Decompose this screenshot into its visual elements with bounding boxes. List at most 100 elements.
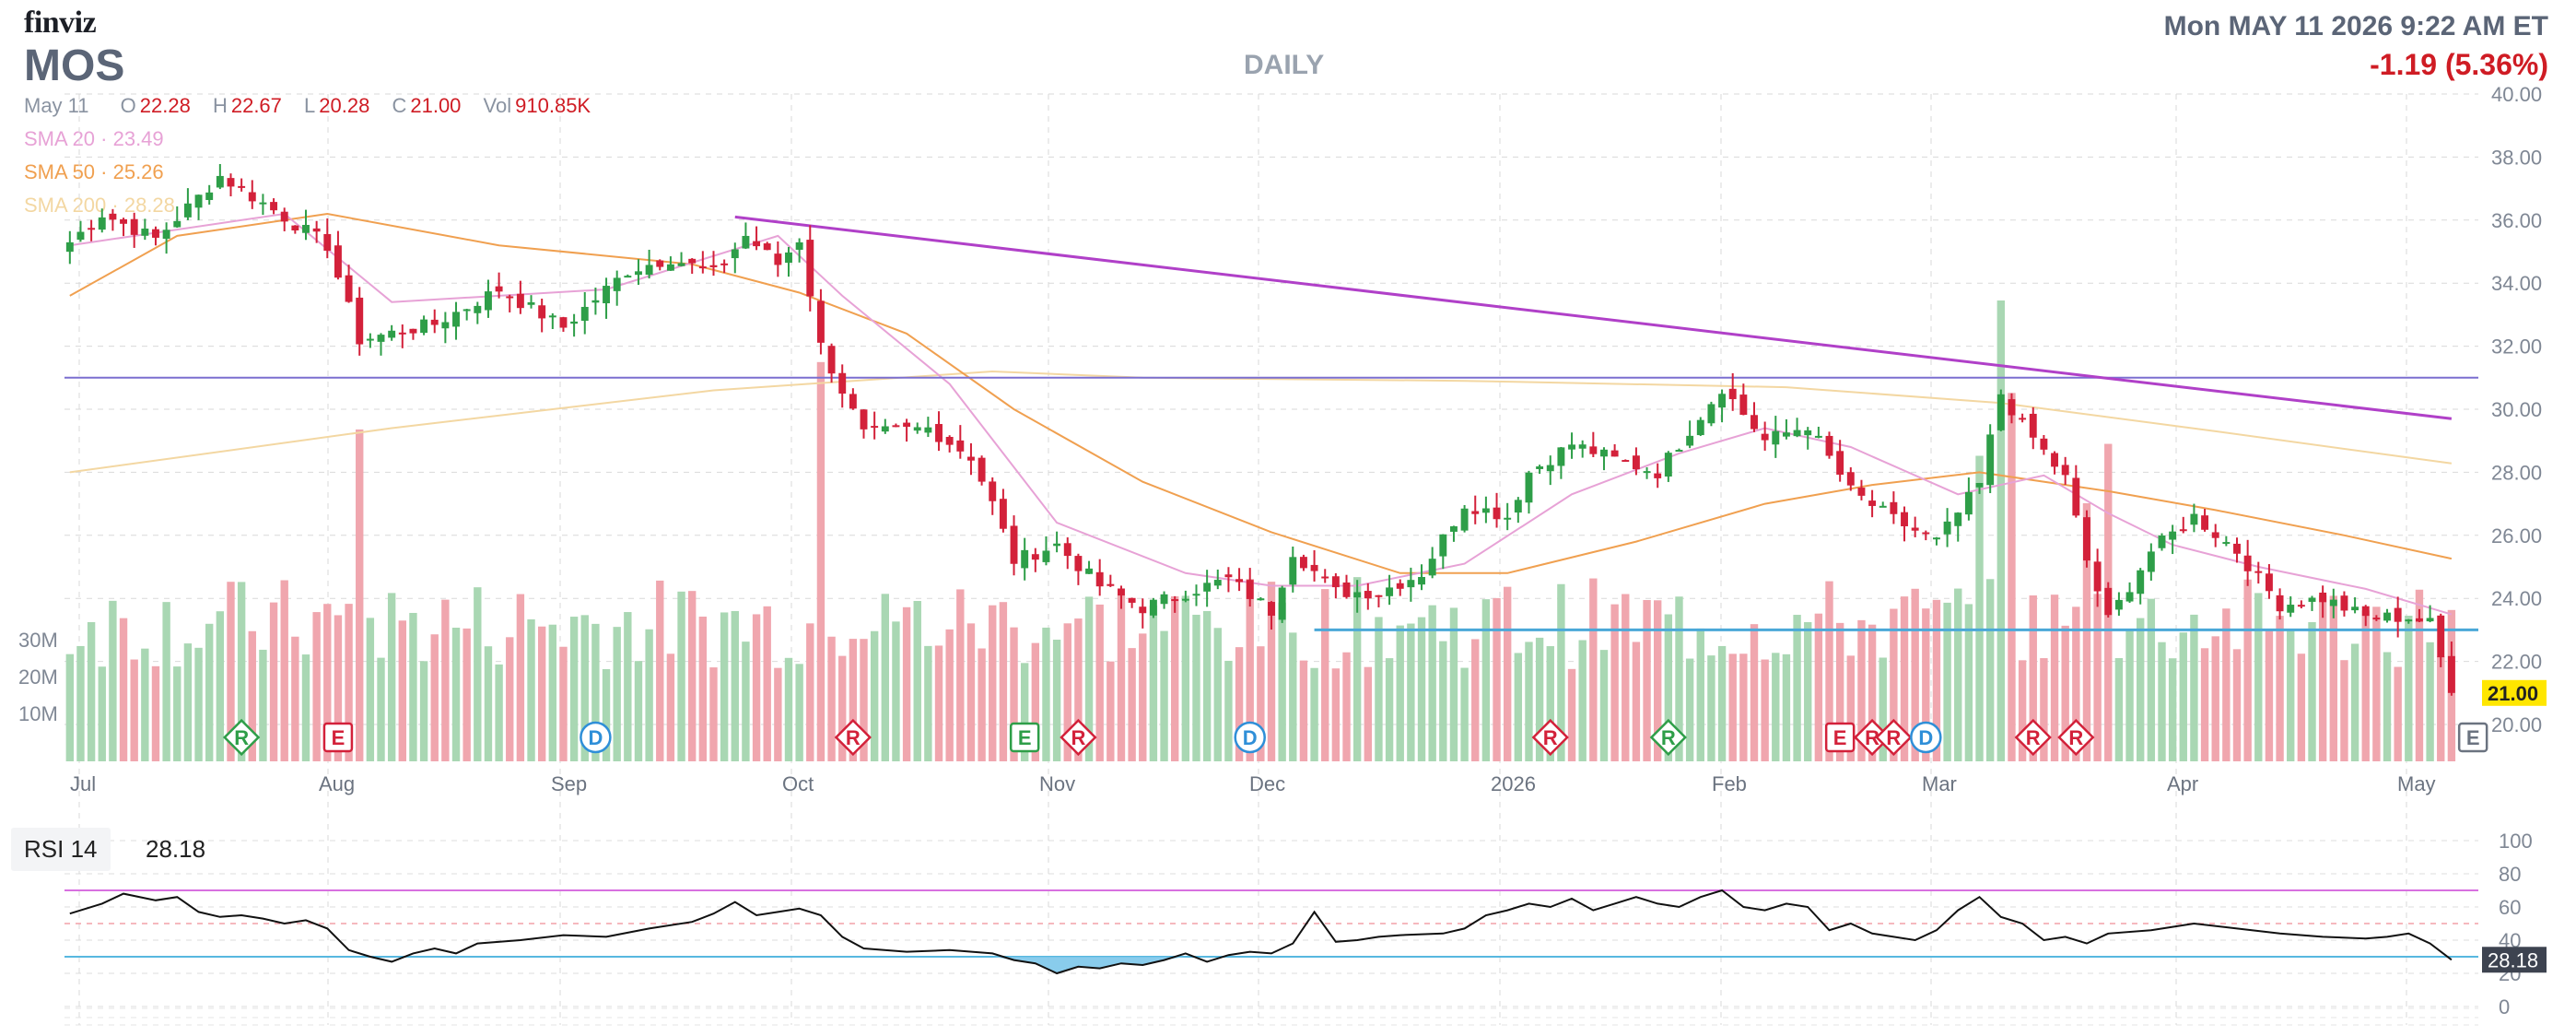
candle	[1085, 560, 1094, 574]
volume-bar	[1632, 642, 1641, 761]
high-label: H	[212, 94, 228, 117]
candle	[183, 188, 192, 220]
candle-body	[216, 175, 224, 188]
event-letter: E	[332, 726, 345, 749]
event-marker: R	[1649, 718, 1687, 757]
volume-bar	[291, 636, 299, 761]
rsi-tick-label: 100	[2499, 830, 2533, 853]
event-marker: R	[222, 718, 261, 757]
volume-bar	[2350, 643, 2359, 761]
volume-bar	[334, 615, 343, 761]
volume-bar	[2137, 618, 2145, 761]
price-tick-label: 40.00	[2491, 83, 2542, 106]
close-value: 21.00	[410, 94, 462, 117]
candle	[1846, 466, 1855, 491]
candle	[1192, 584, 1200, 606]
x-tick-label: 2026	[1491, 772, 1536, 795]
event-marker: D	[1234, 721, 1266, 754]
candle-body	[1321, 576, 1329, 579]
candle	[1353, 580, 1362, 613]
candle-body	[709, 265, 718, 267]
volume-bar	[881, 594, 889, 761]
candle	[2190, 503, 2198, 533]
volume-bar	[1042, 627, 1050, 761]
candle	[323, 218, 332, 259]
candle	[2405, 618, 2413, 624]
sma50-line	[69, 212, 2453, 574]
volume-bar	[1696, 628, 1704, 761]
candle-body	[1814, 435, 1822, 438]
volume-bar	[280, 580, 288, 761]
x-tick-label: Nov	[1039, 772, 1075, 795]
volume-bar	[1557, 583, 1565, 761]
candle	[1954, 512, 1962, 542]
volume-bar	[2018, 660, 2027, 761]
rsi-tag-label: 28.18	[2488, 948, 2538, 971]
volume-bar	[2061, 625, 2069, 761]
volume-bar	[2158, 642, 2166, 761]
rsi-line	[69, 889, 2453, 975]
candle	[1396, 579, 1404, 596]
candle	[624, 274, 632, 278]
candle	[2351, 597, 2359, 614]
event-letter: R	[2068, 726, 2083, 749]
candle-body	[2276, 595, 2284, 612]
finviz-logo[interactable]: finviz	[24, 6, 97, 40]
candle-body	[1836, 451, 1844, 475]
sma200-legend[interactable]: SMA 200 · 28.28	[24, 194, 175, 217]
candle-body	[1160, 594, 1168, 605]
candle	[2179, 516, 2187, 534]
volume-bar	[580, 615, 589, 761]
candle-body	[1675, 450, 1683, 453]
candle	[474, 301, 482, 324]
candle-body	[1557, 447, 1565, 466]
candle-body	[2083, 517, 2090, 561]
event-square	[2457, 722, 2488, 753]
volume-bar	[216, 611, 225, 761]
candle-body	[999, 499, 1007, 529]
candle-body	[2254, 571, 2263, 573]
candle-body	[1331, 576, 1340, 588]
candle	[2147, 543, 2155, 581]
candle-body	[130, 218, 138, 235]
candle-body	[2243, 555, 2252, 571]
candle	[280, 207, 288, 231]
volume-bar	[312, 612, 321, 761]
volume-bar	[1514, 653, 1523, 761]
volume-bar	[1160, 630, 1168, 761]
candle	[966, 442, 975, 476]
volume-bar	[1396, 625, 1404, 761]
candle	[2169, 524, 2177, 555]
candle-body	[76, 231, 85, 241]
candle	[2083, 510, 2090, 568]
candle-body	[109, 213, 117, 220]
volume-bar	[1589, 578, 1598, 761]
candle-body	[1493, 507, 1501, 520]
candle	[1610, 443, 1619, 457]
candle	[1718, 389, 1727, 423]
candle	[173, 206, 181, 229]
candle-body	[1568, 444, 1576, 450]
volume-bar	[1084, 596, 1094, 761]
volume-bar	[742, 642, 750, 761]
candle	[1471, 495, 1480, 524]
candle-body	[892, 425, 900, 428]
candle-body	[613, 277, 621, 291]
candle-body	[1782, 432, 1790, 437]
candle-body	[2265, 573, 2273, 592]
volume-bar	[1139, 633, 1147, 761]
volume-bar	[978, 648, 986, 761]
candle-body	[795, 241, 803, 250]
volume-bar	[237, 582, 246, 761]
candle	[1095, 559, 1104, 596]
candle	[1128, 597, 1136, 608]
candle-body	[1418, 576, 1425, 585]
sma50-legend[interactable]: SMA 50 · 25.26	[24, 160, 164, 183]
candle	[1622, 459, 1630, 463]
rsi-label[interactable]: RSI 14	[11, 828, 111, 871]
candle	[420, 315, 428, 336]
sma20-legend[interactable]: SMA 20 · 23.49	[24, 127, 164, 150]
event-diamond	[1060, 718, 1097, 757]
